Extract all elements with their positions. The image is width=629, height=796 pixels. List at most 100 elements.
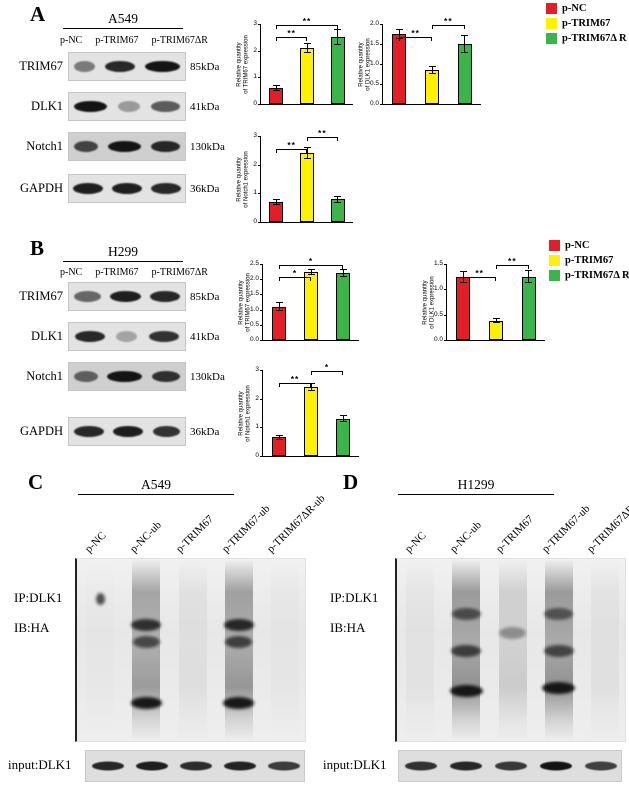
protein-label: TRIM67 (19, 289, 63, 303)
legend-label: p-NC (562, 3, 587, 14)
chart-b-notch1: Relative quantity of Notch1 expression 0 1… (239, 352, 360, 462)
blot-band (73, 183, 104, 194)
blot-band (73, 371, 98, 382)
protein-label: TRIM67 (19, 59, 63, 73)
y-tick-label: 1.5 (249, 290, 259, 298)
y-tick (380, 84, 383, 85)
y-tick-label: 0.0 (369, 100, 379, 107)
y-tick (260, 456, 263, 457)
bar (304, 387, 318, 456)
y-tick-label: 1 (253, 73, 257, 81)
error-bar-line (337, 196, 339, 202)
error-bar-line (464, 36, 466, 52)
y-tick-label: 0.0 (249, 336, 259, 343)
blot-band (539, 761, 572, 771)
error-bar (307, 382, 315, 392)
y-tick-label: 1.0 (249, 305, 259, 313)
legend-item: p-TRIM67 (549, 255, 629, 266)
error-bar-line (337, 30, 339, 45)
smear-band (544, 608, 573, 621)
significance-bracket (276, 37, 307, 41)
error-bar (525, 270, 533, 284)
smear-band (499, 626, 526, 639)
smear-band (543, 645, 574, 657)
y-tick-label: 0 (253, 218, 257, 225)
plot-area: 0 1 2 3 ** * (255, 362, 359, 459)
y-tick (258, 104, 261, 105)
y-tick (380, 104, 383, 105)
error-bar (339, 415, 347, 423)
y-tick (444, 289, 447, 291)
bar (330, 199, 345, 222)
error-bar-line (275, 85, 277, 91)
blot-row: TRIM67 85kDa (6, 282, 219, 311)
blot-band (109, 291, 142, 302)
y-tick-label: 0.5 (369, 80, 379, 87)
y-tick-label: 0.0 (433, 336, 443, 343)
y-tick (380, 44, 383, 45)
lane-header-label: p-TRIM67 (95, 267, 139, 278)
bar (269, 201, 284, 222)
panel-a-label: A (30, 2, 46, 26)
blot-band (149, 331, 180, 342)
molecular-weight-label: 130kDa (190, 140, 225, 153)
significance-bracket (279, 383, 311, 387)
y-tick-label: 0 (253, 100, 257, 107)
error-bar (303, 147, 311, 159)
legend-b: p-NC p-TRIM67 p-TRIM67Δ R (549, 240, 629, 281)
lane-label: p-TRIM67ΔR-ub (264, 492, 328, 556)
molecular-weight-label: 85kDa (190, 290, 220, 303)
y-tick-label: 2.0 (249, 275, 259, 283)
error-bar (334, 195, 342, 203)
bar (425, 70, 439, 104)
blot-band (224, 761, 256, 771)
bar (457, 44, 472, 104)
legend-a: p-NC p-TRIM67 p-TRIM67Δ R (546, 3, 627, 44)
error-bar (275, 302, 283, 312)
lane-header-label: p-TRIM67ΔR (151, 35, 208, 46)
y-tick-label: 0 (255, 452, 259, 459)
smear-band (451, 645, 482, 657)
blot-row: DLK1 41kDa (6, 92, 219, 121)
y-tick-label: 2 (253, 160, 257, 168)
error-bar-line (342, 416, 344, 422)
chart-b-dlk1: Relative quantity of DLK1 expression 0.0 0… (423, 246, 546, 346)
blot-band (117, 101, 141, 112)
legend-label: p-TRIM67Δ R (562, 33, 627, 44)
panel-c-input-blot (85, 750, 305, 782)
y-tick (258, 136, 261, 137)
error-bar (272, 199, 280, 205)
smear-lane (178, 559, 207, 741)
lane-header-label: p-TRIM67ΔR (151, 267, 208, 278)
smear-lane (224, 559, 253, 741)
y-tick-label: 3 (253, 132, 257, 139)
smear-band (225, 635, 253, 648)
blot-band (151, 371, 181, 382)
protein-label: GAPDH (19, 181, 63, 195)
significance-bracket (311, 371, 343, 375)
y-tick-label: 1 (253, 189, 257, 197)
molecular-weight-label: 36kDa (190, 182, 220, 195)
significance-bracket (307, 137, 338, 141)
blot-band (111, 183, 142, 194)
smear-band (95, 593, 105, 606)
blot-row: GAPDH 36kDa (6, 174, 219, 203)
blot-band (151, 101, 180, 112)
blot-band (495, 761, 527, 771)
smear-band (542, 681, 576, 694)
blot-band (74, 101, 108, 112)
legend-label: p-TRIM67Δ R (565, 270, 629, 281)
y-tick-label: 2.0 (369, 20, 379, 27)
smear-lane (406, 559, 435, 741)
panel-b-lane-header: p-NC p-TRIM67 p-TRIM67ΔR (60, 267, 208, 278)
y-tick (258, 50, 261, 52)
molecular-weight-label: 130kDa (190, 370, 225, 383)
y-tick (260, 340, 263, 341)
significance-bracket (276, 149, 307, 153)
y-tick-label: 3 (255, 366, 259, 373)
legend-swatch (549, 240, 560, 251)
significance-label: ** (287, 140, 296, 150)
significance-label: * (292, 268, 298, 278)
bar (489, 320, 503, 340)
smear-band (449, 685, 483, 698)
